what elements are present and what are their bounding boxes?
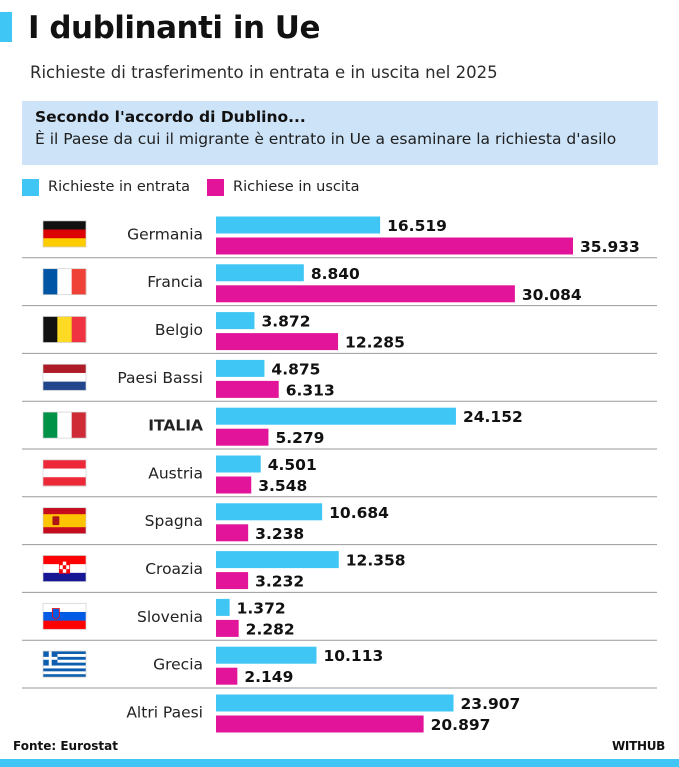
chart-row-austria: Austria 4.501 3.548 (22, 448, 657, 495)
bar-uscita-belgio (216, 333, 339, 351)
chart-row-germania: Germania 16.519 35.933 (42, 216, 640, 256)
value-label-entrata-croazia: 12.358 (346, 552, 406, 570)
italy-flag-icon (42, 411, 87, 439)
croatia-flag-icon (42, 555, 87, 582)
legend-swatch-uscita (207, 178, 225, 196)
bar-uscita-francia (216, 285, 515, 303)
chart-row-croazia: Croazia 12.358 3.232 (22, 544, 657, 591)
category-label-paesi-bassi: Paesi Bassi (117, 369, 203, 387)
bar-uscita-grecia (216, 667, 238, 685)
value-label-uscita-croazia: 3.232 (255, 573, 304, 591)
value-label-uscita-altri-paesi: 20.897 (431, 716, 491, 734)
legend-label-uscita: Richiese in uscita (233, 179, 360, 195)
chart-row-slovenia: Slovenia 1.372 2.282 (22, 591, 657, 638)
germany-flag-icon (42, 220, 87, 248)
category-label-austria: Austria (148, 464, 203, 482)
value-label-entrata-austria: 4.501 (268, 456, 317, 474)
chart-row-grecia: Grecia 10.113 2.149 (22, 639, 657, 686)
value-label-entrata-italia: 24.152 (463, 408, 523, 426)
bar-uscita-austria (216, 476, 252, 494)
value-label-uscita-grecia: 2.149 (244, 668, 293, 686)
category-label-altri-paesi: Altri Paesi (126, 703, 203, 721)
info-box: Secondo l'accordo di Dublino... È il Pae… (22, 101, 658, 165)
chart-legend: Richieste in entrata Richiese in uscita (22, 176, 376, 198)
value-label-entrata-germania: 16.519 (387, 217, 447, 235)
bar-uscita-germania (216, 237, 573, 255)
value-label-uscita-francia: 30.084 (522, 286, 582, 304)
value-label-uscita-austria: 3.548 (258, 477, 307, 495)
bar-entrata-spagna (216, 503, 323, 521)
value-label-entrata-grecia: 10.113 (323, 647, 383, 665)
category-label-spagna: Spagna (145, 512, 203, 530)
chart-row-belgio: Belgio 3.872 12.285 (22, 305, 657, 352)
legend-swatch-entrata (22, 178, 39, 196)
slovenia-flag-icon (42, 602, 87, 630)
bottom-accent-bar (0, 759, 679, 767)
category-label-italia: ITALIA (148, 417, 203, 435)
legend-item-entrata: Richieste in entrata (22, 178, 191, 196)
value-label-entrata-altri-paesi: 23.907 (461, 695, 521, 713)
austria-flag-icon (42, 459, 87, 487)
value-label-uscita-spagna: 3.238 (255, 525, 304, 543)
bar-entrata-slovenia (216, 598, 230, 616)
legend-item-uscita: Richiese in uscita (207, 178, 360, 196)
category-label-francia: Francia (147, 273, 203, 291)
value-label-uscita-italia: 5.279 (275, 429, 324, 447)
spain-flag-icon (42, 507, 87, 535)
bar-uscita-altri-paesi (216, 715, 424, 733)
category-label-grecia: Grecia (153, 656, 203, 674)
value-label-entrata-belgio: 3.872 (261, 313, 310, 331)
value-label-uscita-slovenia: 2.282 (246, 620, 295, 638)
france-flag-icon (42, 268, 87, 296)
chart-row-spagna: Spagna 10.684 3.238 (22, 496, 657, 543)
legend-label-entrata: Richieste in entrata (48, 179, 191, 195)
info-text: È il Paese da cui il migrante è entrato … (35, 130, 617, 148)
source-note: Fonte: Eurostat (13, 739, 118, 753)
belgium-flag-icon (42, 316, 87, 343)
value-label-uscita-germania: 35.933 (580, 238, 640, 256)
chart-row-paesi-bassi: Paesi Bassi 4.875 6.313 (22, 352, 657, 399)
netherlands-flag-icon (42, 363, 87, 391)
title-accent-bar (0, 12, 12, 42)
bar-entrata-austria (216, 455, 261, 473)
bar-uscita-spagna (216, 524, 249, 542)
bar-entrata-belgio (216, 312, 255, 330)
value-label-uscita-paesi-bassi: 6.313 (286, 381, 335, 399)
chart-row-italia: ITALIA 24.152 5.279 (22, 400, 657, 447)
value-label-uscita-belgio: 12.285 (345, 334, 405, 352)
value-label-entrata-spagna: 10.684 (329, 504, 389, 522)
category-label-germania: Germania (127, 225, 203, 243)
value-label-entrata-slovenia: 1.372 (237, 599, 286, 617)
bar-entrata-francia (216, 264, 304, 282)
page-subtitle: Richieste di trasferimento in entrata e … (30, 63, 498, 82)
bar-entrata-germania (216, 216, 381, 234)
greece-flag-icon (42, 650, 87, 678)
bar-entrata-croazia (216, 551, 339, 569)
info-heading: Secondo l'accordo di Dublino... (35, 108, 306, 126)
chart-row-francia: Francia 8.840 30.084 (22, 257, 657, 304)
category-label-croazia: Croazia (145, 560, 203, 578)
value-label-entrata-francia: 8.840 (311, 265, 360, 283)
bar-uscita-paesi-bassi (216, 380, 279, 398)
category-label-belgio: Belgio (155, 321, 203, 339)
page-title: I dublinanti in Ue (28, 10, 321, 46)
bar-entrata-grecia (216, 646, 317, 664)
brand-logo: WITHUB (611, 739, 665, 753)
bar-entrata-paesi-bassi (216, 359, 265, 377)
bar-entrata-altri-paesi (216, 694, 454, 712)
bar-uscita-croazia (216, 572, 249, 590)
category-label-slovenia: Slovenia (137, 608, 203, 626)
bar-entrata-italia (216, 407, 456, 425)
bar-uscita-slovenia (216, 619, 239, 637)
bar-uscita-italia (216, 428, 269, 446)
chart-row-altri-paesi: Altri Paesi 23.907 20.897 (22, 687, 657, 734)
value-label-entrata-paesi-bassi: 4.875 (271, 360, 320, 378)
